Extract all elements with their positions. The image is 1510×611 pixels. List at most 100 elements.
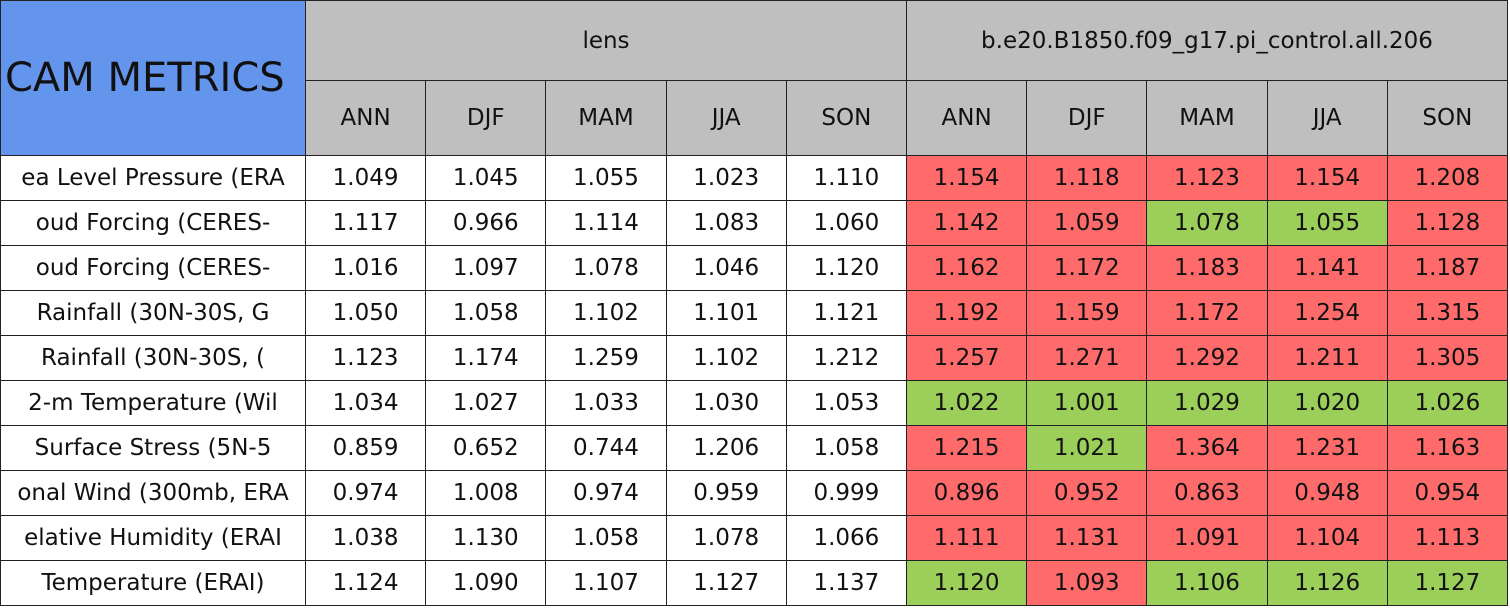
season-header: JJA <box>1266 80 1388 156</box>
control-value: 0.863 <box>1146 470 1268 516</box>
lens-value: 1.055 <box>545 155 667 201</box>
lens-value: 1.121 <box>785 290 907 336</box>
control-value: 1.208 <box>1386 155 1508 201</box>
lens-value: 1.058 <box>785 425 907 471</box>
row-name: 2-m Temperature (Wil <box>0 380 306 426</box>
control-value: 1.029 <box>1146 380 1268 426</box>
control-value: 1.231 <box>1266 425 1388 471</box>
control-value: 1.127 <box>1386 560 1508 606</box>
control-value: 1.141 <box>1266 245 1388 291</box>
group-header: lens <box>305 0 907 81</box>
control-value: 1.364 <box>1146 425 1268 471</box>
control-value: 0.948 <box>1266 470 1388 516</box>
row-name: Surface Stress (5N-5 <box>0 425 306 471</box>
season-header: DJF <box>425 80 547 156</box>
control-value: 1.305 <box>1386 335 1508 381</box>
lens-value: 1.038 <box>305 515 427 561</box>
lens-value: 1.107 <box>545 560 667 606</box>
control-value: 1.215 <box>906 425 1028 471</box>
control-value: 1.154 <box>906 155 1028 201</box>
season-header: DJF <box>1026 80 1148 156</box>
lens-value: 1.101 <box>665 290 787 336</box>
lens-value: 1.034 <box>305 380 427 426</box>
lens-value: 1.174 <box>425 335 547 381</box>
control-value: 1.257 <box>906 335 1028 381</box>
control-value: 1.172 <box>1146 290 1268 336</box>
lens-value: 1.123 <box>305 335 427 381</box>
season-header: ANN <box>906 80 1028 156</box>
lens-value: 1.206 <box>665 425 787 471</box>
control-value: 1.104 <box>1266 515 1388 561</box>
lens-value: 1.090 <box>425 560 547 606</box>
control-value: 1.111 <box>906 515 1028 561</box>
lens-value: 0.999 <box>785 470 907 516</box>
season-header: SON <box>785 80 907 156</box>
control-value: 1.118 <box>1026 155 1148 201</box>
control-value: 1.128 <box>1386 200 1508 246</box>
control-value: 1.120 <box>906 560 1028 606</box>
lens-value: 1.078 <box>665 515 787 561</box>
lens-value: 1.102 <box>665 335 787 381</box>
lens-value: 1.058 <box>425 290 547 336</box>
control-value: 1.078 <box>1146 200 1268 246</box>
lens-value: 1.027 <box>425 380 547 426</box>
lens-value: 1.053 <box>785 380 907 426</box>
lens-value: 1.110 <box>785 155 907 201</box>
row-name: Rainfall (30N-30S, ( <box>0 335 306 381</box>
lens-value: 1.023 <box>665 155 787 201</box>
season-header: SON <box>1386 80 1508 156</box>
control-value: 0.896 <box>906 470 1028 516</box>
control-value: 1.192 <box>906 290 1028 336</box>
control-value: 1.123 <box>1146 155 1268 201</box>
lens-value: 1.049 <box>305 155 427 201</box>
lens-value: 1.130 <box>425 515 547 561</box>
lens-value: 1.212 <box>785 335 907 381</box>
row-name: Rainfall (30N-30S, G <box>0 290 306 336</box>
lens-value: 1.008 <box>425 470 547 516</box>
lens-value: 1.033 <box>545 380 667 426</box>
row-name: oud Forcing (CERES- <box>0 200 306 246</box>
lens-value: 1.016 <box>305 245 427 291</box>
control-value: 1.091 <box>1146 515 1268 561</box>
lens-value: 0.974 <box>545 470 667 516</box>
lens-value: 0.959 <box>665 470 787 516</box>
lens-value: 1.114 <box>545 200 667 246</box>
lens-value: 0.859 <box>305 425 427 471</box>
control-value: 1.020 <box>1266 380 1388 426</box>
lens-value: 0.974 <box>305 470 427 516</box>
lens-value: 1.124 <box>305 560 427 606</box>
control-value: 1.093 <box>1026 560 1148 606</box>
lens-value: 1.127 <box>665 560 787 606</box>
control-value: 1.021 <box>1026 425 1148 471</box>
row-name: Temperature (ERAI) <box>0 560 306 606</box>
control-value: 1.142 <box>906 200 1028 246</box>
control-value: 1.172 <box>1026 245 1148 291</box>
lens-value: 1.083 <box>665 200 787 246</box>
lens-value: 1.259 <box>545 335 667 381</box>
control-value: 1.271 <box>1026 335 1148 381</box>
lens-value: 1.030 <box>665 380 787 426</box>
lens-value: 1.046 <box>665 245 787 291</box>
control-value: 1.154 <box>1266 155 1388 201</box>
row-name: elative Humidity (ERAI <box>0 515 306 561</box>
control-value: 1.001 <box>1026 380 1148 426</box>
season-header: MAM <box>545 80 667 156</box>
control-value: 0.954 <box>1386 470 1508 516</box>
control-value: 1.211 <box>1266 335 1388 381</box>
lens-value: 1.078 <box>545 245 667 291</box>
lens-value: 0.744 <box>545 425 667 471</box>
control-value: 0.952 <box>1026 470 1148 516</box>
group-header: b.e20.B1850.f09_g17.pi_control.all.206 <box>906 0 1508 81</box>
control-value: 1.159 <box>1026 290 1148 336</box>
row-name: onal Wind (300mb, ERA <box>0 470 306 516</box>
control-value: 1.162 <box>906 245 1028 291</box>
control-value: 1.163 <box>1386 425 1508 471</box>
lens-value: 1.058 <box>545 515 667 561</box>
lens-value: 1.117 <box>305 200 427 246</box>
control-value: 1.026 <box>1386 380 1508 426</box>
lens-value: 1.120 <box>785 245 907 291</box>
control-value: 1.183 <box>1146 245 1268 291</box>
row-name: ea Level Pressure (ERA <box>0 155 306 201</box>
control-value: 1.113 <box>1386 515 1508 561</box>
